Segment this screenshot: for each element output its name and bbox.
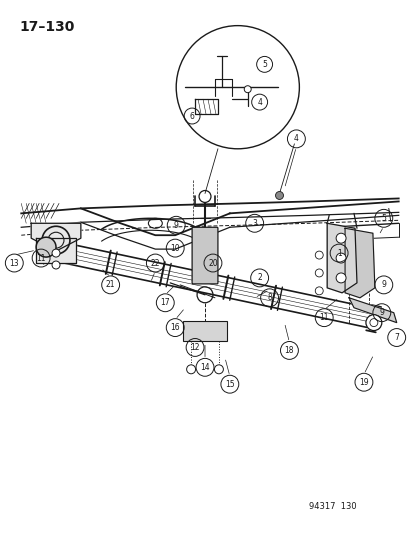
Text: 11: 11	[36, 254, 46, 263]
Text: 20: 20	[208, 259, 217, 268]
Text: 9: 9	[380, 280, 385, 289]
Text: 2: 2	[256, 273, 261, 282]
Text: 19: 19	[358, 378, 368, 387]
Circle shape	[36, 237, 56, 257]
Circle shape	[52, 249, 60, 257]
Text: 22: 22	[150, 259, 160, 268]
Polygon shape	[348, 298, 396, 322]
Text: 7: 7	[393, 333, 398, 342]
Text: 4: 4	[256, 98, 261, 107]
Circle shape	[244, 86, 251, 93]
Text: 9: 9	[378, 308, 383, 317]
Text: 9: 9	[173, 221, 178, 230]
Text: 15: 15	[225, 379, 234, 389]
Text: 10: 10	[170, 244, 180, 253]
Circle shape	[52, 261, 60, 269]
Circle shape	[365, 314, 381, 330]
Text: 3: 3	[252, 219, 256, 228]
Circle shape	[315, 251, 323, 259]
FancyBboxPatch shape	[192, 227, 217, 284]
Text: 18: 18	[284, 346, 294, 355]
FancyBboxPatch shape	[183, 321, 226, 341]
Text: 12: 12	[190, 343, 199, 352]
Polygon shape	[344, 228, 374, 298]
Text: 5: 5	[261, 60, 266, 69]
Text: 14: 14	[200, 363, 209, 372]
Circle shape	[315, 287, 323, 295]
Circle shape	[335, 253, 345, 263]
Text: 5: 5	[380, 214, 385, 223]
Polygon shape	[36, 238, 76, 263]
Circle shape	[335, 233, 345, 243]
Circle shape	[275, 191, 283, 199]
Text: 16: 16	[170, 323, 180, 332]
Text: 94317  130: 94317 130	[309, 502, 356, 511]
Circle shape	[315, 269, 323, 277]
Text: 17–130: 17–130	[19, 20, 74, 34]
Text: 13: 13	[9, 259, 19, 268]
Polygon shape	[326, 223, 356, 293]
Text: 8: 8	[266, 293, 271, 302]
Polygon shape	[31, 223, 81, 251]
Text: 1: 1	[336, 248, 341, 257]
Circle shape	[186, 365, 195, 374]
Circle shape	[214, 365, 223, 374]
Text: 6: 6	[189, 111, 194, 120]
Text: 11: 11	[319, 313, 328, 322]
Text: 17: 17	[160, 298, 170, 307]
Text: 4: 4	[293, 134, 298, 143]
Circle shape	[335, 273, 345, 283]
Text: 21: 21	[106, 280, 115, 289]
